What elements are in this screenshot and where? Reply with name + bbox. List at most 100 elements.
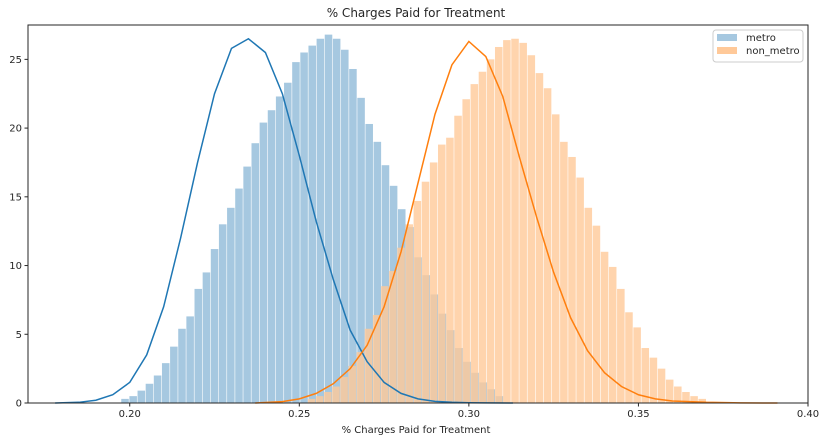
y-tick-label: 25: [9, 55, 22, 66]
histogram-bar: [576, 177, 584, 403]
x-tick-label: 0.35: [627, 409, 649, 420]
x-tick-label: 0.40: [797, 409, 819, 420]
histogram-bar: [633, 327, 641, 403]
histogram-bar: [300, 52, 308, 404]
histogram-bar: [446, 137, 454, 403]
histogram-bar: [649, 357, 658, 403]
histogram-bar: [235, 188, 243, 403]
x-tick-label: 0.25: [288, 409, 310, 420]
histogram-bar: [267, 110, 276, 403]
histogram-bar: [145, 383, 154, 403]
histogram-bar: [560, 141, 568, 403]
histogram-bar: [519, 42, 527, 404]
legend-swatch-metro: [717, 34, 737, 41]
histogram-bar: [372, 315, 381, 403]
histogram-bar: [194, 288, 203, 403]
y-tick-label: 10: [9, 261, 22, 272]
y-tick-label: 5: [16, 330, 22, 341]
histogram-bar: [690, 396, 698, 403]
histogram-bar: [625, 312, 633, 403]
histogram-bar: [486, 59, 495, 404]
histogram-bar: [527, 55, 536, 404]
histogram-bar: [202, 272, 211, 403]
histogram-bar: [389, 271, 397, 403]
histogram-bar: [356, 352, 365, 403]
histogram-bar: [121, 398, 129, 403]
histogram-bar: [511, 38, 519, 403]
legend-label-metro: metro: [746, 33, 776, 44]
histogram-bar: [170, 346, 178, 403]
kde-line-non-metro: [255, 40, 778, 404]
histogram-bar: [381, 165, 390, 403]
histogram-bar: [341, 49, 349, 404]
histogram-bar: [153, 375, 162, 403]
x-tick-label: 0.30: [458, 409, 480, 420]
plot-area: [55, 34, 778, 404]
histogram-bar: [332, 38, 341, 403]
histogram-bar: [218, 224, 227, 403]
histogram-bar: [243, 166, 251, 403]
chart-title: % Charges Paid for Treatment: [327, 6, 506, 20]
histogram-bar: [592, 225, 601, 403]
histogram-bar: [413, 200, 422, 403]
legend-label-non-metro: non_metro: [746, 46, 800, 57]
histogram-bar: [478, 71, 487, 403]
y-axis-ticks: 0 5 10 15 20 25: [9, 55, 28, 410]
y-tick-label: 15: [9, 192, 22, 203]
histogram-bar: [397, 247, 405, 403]
histogram-bar: [503, 40, 511, 404]
histogram-bar: [315, 396, 324, 403]
histogram-bar: [454, 115, 462, 403]
histogram-bar: [275, 96, 284, 403]
histogram-bar: [292, 62, 300, 404]
x-tick-label: 0.20: [119, 409, 141, 420]
histogram-bar: [324, 392, 332, 403]
histogram-bar: [308, 45, 316, 404]
histogram-bar: [332, 386, 340, 403]
histogram-bar: [584, 207, 593, 403]
histogram-bar: [357, 97, 365, 403]
histogram-bar: [421, 181, 430, 403]
legend: metro non_metro: [712, 29, 804, 63]
histogram-bar: [674, 386, 682, 403]
histogram-bar: [429, 162, 438, 403]
histogram-bar: [682, 392, 690, 403]
histogram-bar: [129, 396, 137, 403]
histogram-bar: [251, 143, 260, 403]
histogram-bar: [698, 398, 706, 403]
histogram-bar: [617, 288, 625, 403]
histogram-bar: [568, 156, 576, 403]
histogram-bar: [657, 368, 666, 403]
histogram-bar: [307, 398, 316, 403]
histogram-bar: [543, 88, 552, 403]
histogram-bar: [641, 348, 650, 403]
histogram-bar: [227, 207, 235, 403]
histogram-bar: [137, 390, 146, 403]
histogram-bar: [186, 316, 194, 403]
histogram-bar: [665, 379, 674, 403]
histogram-bar: [324, 34, 333, 404]
y-tick-label: 0: [16, 399, 22, 410]
histogram-bar: [438, 144, 446, 403]
series-non-metro: [307, 38, 706, 404]
histogram-bar: [551, 114, 560, 403]
histogram-bar: [284, 82, 292, 403]
histogram-bar: [349, 68, 357, 404]
histogram-bar: [348, 365, 357, 403]
histogram-bar: [608, 266, 617, 403]
histogram-bar: [373, 141, 382, 403]
histogram-bar: [494, 46, 503, 404]
histogram-bar: [161, 363, 170, 403]
histogram-bar: [210, 249, 219, 403]
histogram-bar: [405, 224, 413, 403]
axes-frame: [27, 24, 809, 404]
y-tick-label: 20: [9, 124, 22, 135]
series-metro: [121, 34, 504, 404]
x-axis-label: % Charges Paid for Treatment: [342, 425, 491, 436]
kde-line-metro: [55, 37, 513, 404]
histogram-bar: [178, 328, 186, 403]
legend-swatch-non-metro: [717, 47, 737, 54]
histogram-bar: [600, 251, 609, 403]
histogram-bar: [535, 73, 544, 404]
histogram-bar: [259, 122, 268, 403]
